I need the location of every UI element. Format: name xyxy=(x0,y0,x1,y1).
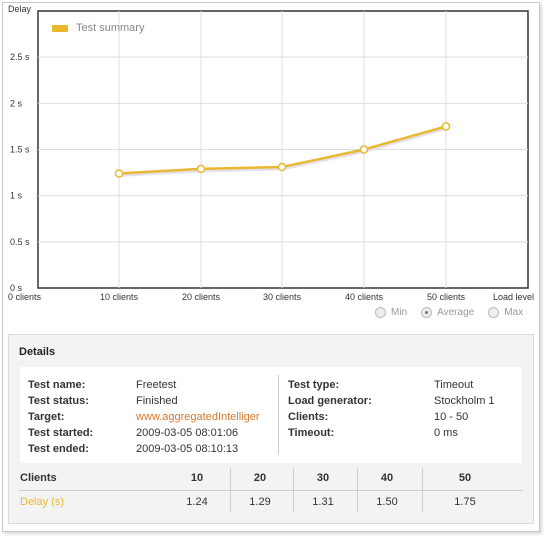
results-column-divider xyxy=(357,468,358,512)
detail-row-load-generator: Load generator: Stockholm 1 xyxy=(288,393,495,409)
detail-row-timeout: Timeout: 0 ms xyxy=(288,425,495,441)
detail-row-test-status: Test status: Finished xyxy=(28,393,260,409)
series-point xyxy=(441,122,451,131)
detail-label: Timeout: xyxy=(288,427,335,439)
results-delay-cell: 1.29 xyxy=(249,496,271,508)
detail-row-test-type: Test type: Timeout xyxy=(288,377,495,393)
series-point xyxy=(359,145,369,154)
results-table: Clients 10 20 30 40 50 Delay (s) 1.24 1.… xyxy=(9,466,535,514)
detail-row-test-name: Test name: Freetest xyxy=(28,377,260,393)
radio-average[interactable]: Average xyxy=(421,307,474,318)
results-client-cell: 40 xyxy=(380,472,394,484)
results-delay-row: Delay (s) 1.24 1.29 1.31 1.50 1.75 xyxy=(9,490,535,514)
detail-row-target: Target: www.aggregatedIntelliger xyxy=(28,409,260,425)
detail-label: Test started: xyxy=(28,427,94,439)
results-header-row: Clients 10 20 30 40 50 xyxy=(9,466,535,490)
results-delay-cell: 1.24 xyxy=(186,496,208,508)
x-tick-label: 10 clients xyxy=(100,292,139,302)
results-column-divider xyxy=(422,468,423,512)
detail-label: Load generator: xyxy=(288,395,372,407)
chart-svg: 0 s 0.5 s 1 s 1.5 s 2 s 2.5 s 0 clients 10 clie… xyxy=(8,4,534,302)
details-divider xyxy=(278,375,279,455)
results-delay-cell: 1.31 xyxy=(312,496,334,508)
radio-max-label: Max xyxy=(504,307,524,318)
details-right-column: Test type: Timeout Load generator: Stockho… xyxy=(288,377,495,441)
series-point xyxy=(196,164,206,174)
aggregate-radio-group: Min Average Max xyxy=(375,307,523,318)
y-tick-label: 0.5 s xyxy=(10,237,30,247)
radio-min-label: Min xyxy=(391,307,408,318)
detail-label: Test type: xyxy=(288,379,340,391)
detail-value: Freetest xyxy=(136,379,177,391)
chart-legend: Test summary xyxy=(52,22,144,34)
radio-average-dot[interactable] xyxy=(421,307,433,318)
target-link[interactable]: www.aggregatedIntelliger xyxy=(136,411,260,423)
results-delay-cell: 1.75 xyxy=(454,496,476,508)
results-client-cell: 10 xyxy=(190,472,204,484)
y-tick-label: 2.5 s xyxy=(10,52,30,62)
delay-chart: 0 s 0.5 s 1 s 1.5 s 2 s 2.5 s 0 clients 10 clie… xyxy=(8,4,534,318)
x-tick-label: 40 clients xyxy=(345,292,384,302)
radio-min-dot[interactable] xyxy=(375,307,386,318)
legend-label: Test summary xyxy=(76,22,145,34)
detail-value: Stockholm 1 xyxy=(434,395,495,407)
results-column-divider xyxy=(293,468,294,512)
results-clients-label: Clients xyxy=(20,472,57,484)
detail-value: 10 - 50 xyxy=(434,411,469,423)
x-tick-label: 50 clients xyxy=(427,292,466,302)
x-tick-label: 0 clients xyxy=(8,292,42,302)
detail-value: 0 ms xyxy=(434,427,458,439)
results-delay-label: Delay (s) xyxy=(20,496,65,508)
details-title: Details xyxy=(19,346,56,358)
detail-label: Clients: xyxy=(288,411,329,423)
legend-swatch xyxy=(52,24,68,32)
y-tick-label: 1 s xyxy=(10,191,23,201)
detail-value: 2009-03-05 08:10:13 xyxy=(136,443,239,455)
results-client-cell: 20 xyxy=(253,472,267,484)
results-delay-cell: 1.50 xyxy=(376,496,398,508)
detail-row-test-started: Test started: 2009-03-05 08:01:06 xyxy=(28,425,260,441)
series-point xyxy=(114,169,124,178)
radio-min[interactable]: Min xyxy=(375,307,407,318)
radio-max-dot[interactable] xyxy=(488,307,500,318)
detail-label: Test name: xyxy=(28,379,86,391)
detail-value: Finished xyxy=(136,395,178,407)
detail-value: Timeout xyxy=(434,379,474,391)
radio-average-label: Average xyxy=(437,307,475,318)
series-point xyxy=(277,162,287,172)
radio-max[interactable]: Max xyxy=(488,307,523,318)
details-panel: Details Test name: Freetest Test status: F… xyxy=(8,334,534,524)
details-left-column: Test name: Freetest Test status: Finished … xyxy=(28,377,260,457)
y-tick-label: 0 s xyxy=(10,283,23,293)
x-axis-title: Load level xyxy=(493,292,534,302)
x-tick-label: 20 clients xyxy=(182,292,221,302)
y-tick-label: 1.5 s xyxy=(10,145,30,155)
detail-label: Target: xyxy=(28,411,65,423)
results-client-cell: 30 xyxy=(316,472,330,484)
y-axis-title: Delay xyxy=(8,4,32,14)
detail-label: Test ended: xyxy=(28,443,89,455)
results-client-cell: 50 xyxy=(458,472,472,484)
detail-row-test-ended: Test ended: 2009-03-05 08:10:13 xyxy=(28,441,260,457)
results-row-separator xyxy=(19,490,523,491)
detail-row-clients: Clients: 10 - 50 xyxy=(288,409,495,425)
detail-value: 2009-03-05 08:01:06 xyxy=(136,427,239,439)
x-tick-label: 30 clients xyxy=(263,292,302,302)
y-tick-label: 2 s xyxy=(10,98,23,108)
details-info-box: Test name: Freetest Test status: Finished … xyxy=(20,367,522,463)
detail-label: Test status: xyxy=(28,395,89,407)
results-column-divider xyxy=(230,468,231,512)
